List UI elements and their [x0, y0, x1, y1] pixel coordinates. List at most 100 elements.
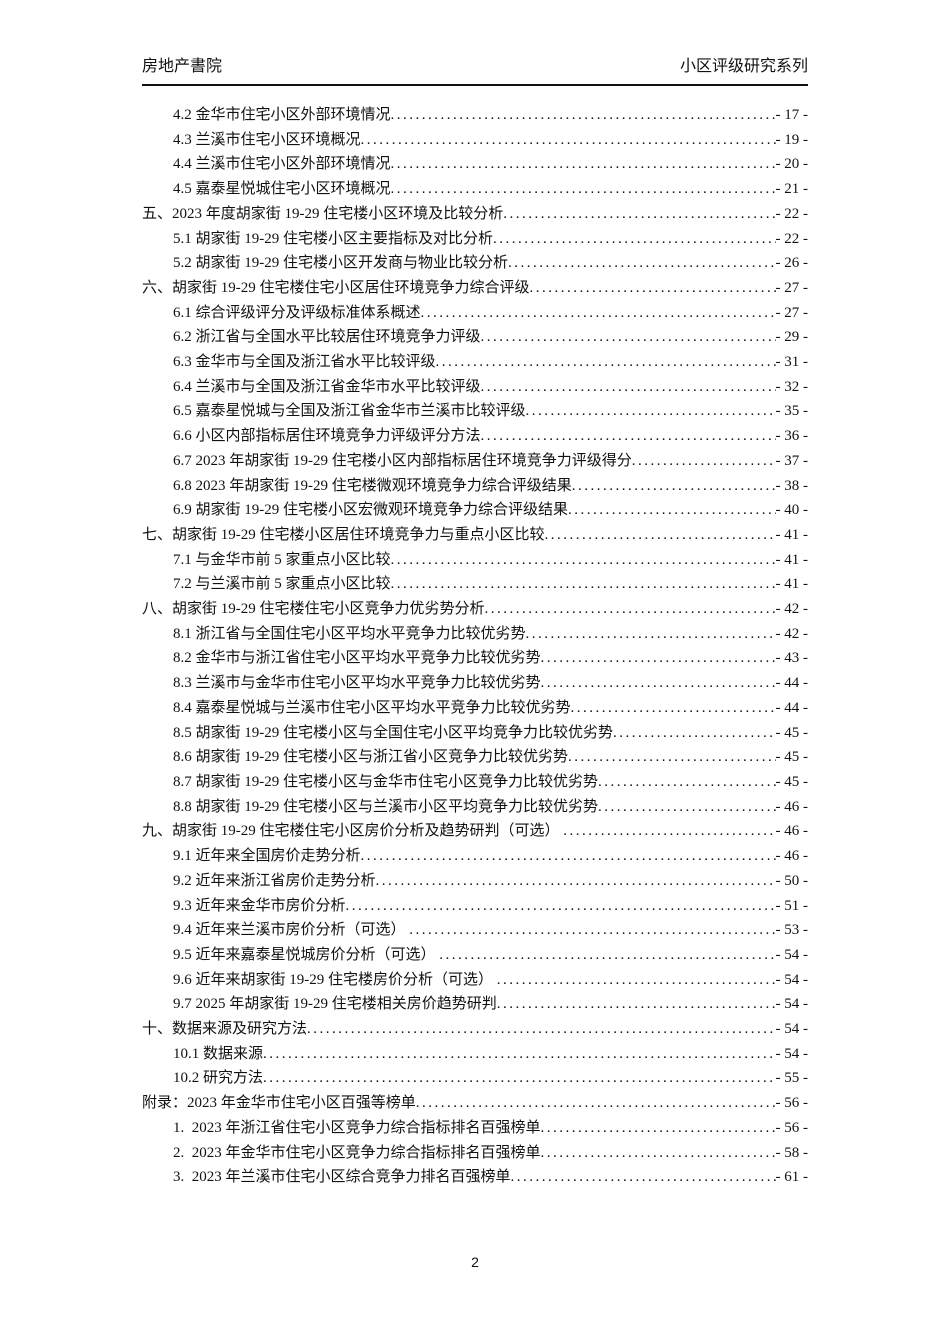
toc-entry-label: 5.1 胡家街 19-29 住宅楼小区主要指标及对比分析	[173, 230, 493, 247]
toc-entry[interactable]: 九、胡家街 19-29 住宅楼住宅小区房价分析及趋势研判（可选） - 46 -	[142, 819, 808, 844]
toc-entry-page: - 37 -	[775, 452, 809, 469]
toc-entry[interactable]: 6.7 2023 年胡家街 19-29 住宅楼小区内部指标居住环境竞争力评级得分…	[142, 449, 808, 474]
toc-entry-label: 4.2 金华市住宅小区外部环境情况	[173, 107, 391, 123]
toc-entry[interactable]: 5.1 胡家街 19-29 住宅楼小区主要指标及对比分析 - 22 -	[142, 227, 808, 252]
toc-entry[interactable]: 3. 2023 年兰溪市住宅小区综合竞争力排名百强榜单 - 61 -	[142, 1165, 808, 1190]
toc-entry[interactable]: 10.2 研究方法 - 55 -	[142, 1066, 808, 1091]
toc-dot-leader	[409, 918, 775, 943]
toc-entry[interactable]: 6.3 金华市与全国及浙江省水平比较评级 - 31 -	[142, 350, 808, 375]
toc-entry[interactable]: 6.4 兰溪市与全国及浙江省金华市水平比较评级 - 32 -	[142, 375, 808, 400]
toc-entry[interactable]: 9.2 近年来浙江省房价走势分析 - 50 -	[142, 869, 808, 894]
toc-dot-leader	[497, 968, 776, 993]
toc-entry-page: - 54 -	[775, 946, 809, 963]
toc-entry[interactable]: 十、数据来源及研究方法 - 54 -	[142, 1017, 808, 1042]
header-right-text: 小区评级研究系列	[679, 58, 808, 75]
toc-entry[interactable]: 8.6 胡家街 19-29 住宅楼小区与浙江省小区竞争力比较优劣势 - 45 -	[142, 745, 808, 770]
toc-entry[interactable]: 4.5 嘉泰星悦城住宅小区环境概况 - 21 -	[142, 177, 808, 202]
toc-entry-page: - 45 -	[775, 749, 809, 766]
toc-entry[interactable]: 2. 2023 年金华市住宅小区竞争力综合指标排名百强榜单 - 58 -	[142, 1141, 808, 1166]
toc-entry-label: 3. 2023 年兰溪市住宅小区综合竞争力排名百强榜单	[173, 1169, 511, 1186]
toc-entry-label: 9.7 2025 年胡家街 19-29 住宅楼相关房价趋势研判	[173, 996, 497, 1013]
toc-entry[interactable]: 5.2 胡家街 19-29 住宅楼小区开发商与物业比较分析 - 26 -	[142, 251, 808, 276]
toc-entry[interactable]: 八、胡家街 19-29 住宅楼住宅小区竞争力优劣势分析 - 42 -	[142, 597, 808, 622]
toc-entry-page: - 44 -	[775, 675, 809, 692]
toc-entry-page: - 42 -	[775, 601, 809, 618]
toc-entry[interactable]: 7.2 与兰溪市前 5 家重点小区比较 - 41 -	[142, 572, 808, 597]
toc-dot-leader	[376, 869, 776, 894]
toc-entry-label: 9.1 近年来全国房价走势分析	[173, 848, 361, 865]
toc-dot-leader	[541, 671, 776, 696]
toc-entry[interactable]: 6.6 小区内部指标居住环境竞争力评级评分方法 - 36 -	[142, 424, 808, 449]
toc-entry-page: - 56 -	[775, 1119, 809, 1136]
toc-entry[interactable]: 8.7 胡家街 19-29 住宅楼小区与金华市住宅小区竞争力比较优劣势 - 45…	[142, 770, 808, 795]
toc-entry[interactable]: 8.2 金华市与浙江省住宅小区平均水平竞争力比较优劣势 - 43 -	[142, 646, 808, 671]
toc-entry[interactable]: 9.3 近年来金华市房价分析 - 51 -	[142, 894, 808, 919]
toc-dot-leader	[545, 523, 776, 548]
toc-dot-leader	[511, 1165, 776, 1190]
toc-entry-page: - 58 -	[775, 1144, 809, 1161]
toc-dot-leader	[436, 350, 776, 375]
toc-entry-page: - 51 -	[775, 897, 809, 914]
toc-entry-label: 八、胡家街 19-29 住宅楼住宅小区竞争力优劣势分析	[142, 601, 485, 618]
toc-entry-label: 8.3 兰溪市与金华市住宅小区平均水平竞争力比较优劣势	[173, 675, 541, 692]
toc-entry-page: - 19 -	[775, 131, 809, 148]
toc-entry[interactable]: 六、胡家街 19-29 住宅楼住宅小区居住环境竞争力综合评级 - 27 -	[142, 276, 808, 301]
toc-entry[interactable]: 9.5 近年来嘉泰星悦城房价分析（可选） - 54 -	[142, 943, 808, 968]
toc-entry-label: 附录：2023 年金华市住宅小区百强等榜单	[142, 1095, 416, 1112]
toc-entry-label: 8.4 嘉泰星悦城与兰溪市住宅小区平均水平竞争力比较优劣势	[173, 699, 571, 716]
toc-entry[interactable]: 9.6 近年来胡家街 19-29 住宅楼房价分析（可选） - 54 -	[142, 968, 808, 993]
toc-dot-leader	[346, 894, 776, 919]
toc-entry-label: 七、胡家街 19-29 住宅楼小区居住环境竞争力与重点小区比较	[142, 526, 545, 543]
toc-entry[interactable]: 9.4 近年来兰溪市房价分析（可选） - 53 -	[142, 918, 808, 943]
toc-dot-leader	[571, 696, 776, 721]
toc-entry-page: - 36 -	[775, 428, 809, 445]
toc-entry[interactable]: 8.3 兰溪市与金华市住宅小区平均水平竞争力比较优劣势 - 44 -	[142, 671, 808, 696]
toc-dot-leader	[263, 1042, 775, 1067]
toc-dot-leader	[485, 597, 776, 622]
toc-dot-leader	[613, 721, 776, 746]
toc-entry[interactable]: 6.5 嘉泰星悦城与全国及浙江省金华市兰溪市比较评级 - 35 -	[142, 399, 808, 424]
toc-entry-label: 4.5 嘉泰星悦城住宅小区环境概况	[173, 181, 391, 198]
toc-entry[interactable]: 1. 2023 年浙江省住宅小区竞争力综合指标排名百强榜单 - 56 -	[142, 1116, 808, 1141]
toc-dot-leader	[361, 128, 776, 153]
toc-entry[interactable]: 8.1 浙江省与全国住宅小区平均水平竞争力比较优劣势 - 42 -	[142, 622, 808, 647]
toc-entry-label: 7.1 与金华市前 5 家重点小区比较	[173, 551, 391, 568]
toc-entry[interactable]: 七、胡家街 19-29 住宅楼小区居住环境竞争力与重点小区比较 - 41 -	[142, 523, 808, 548]
toc-dot-leader	[497, 992, 776, 1017]
toc-entry[interactable]: 五、2023 年度胡家街 19-29 住宅楼小区环境及比较分析 - 22 -	[142, 202, 808, 227]
toc-dot-leader	[598, 770, 776, 795]
toc-entry-label: 6.8 2023 年胡家街 19-29 住宅楼微观环境竞争力综合评级结果	[173, 477, 572, 494]
toc-entry[interactable]: 4.2 金华市住宅小区外部环境情况 - 17 -	[142, 103, 808, 128]
toc-entry-label: 8.1 浙江省与全国住宅小区平均水平竞争力比较优劣势	[173, 625, 526, 642]
toc-entry-label: 6.2 浙江省与全国水平比较居住环境竞争力评级	[173, 329, 481, 346]
toc-entry-label: 4.3 兰溪市住宅小区环境概况	[173, 131, 361, 148]
toc-entry[interactable]: 6.8 2023 年胡家街 19-29 住宅楼微观环境竞争力综合评级结果 - 3…	[142, 474, 808, 499]
toc-entry-page: - 54 -	[775, 1021, 809, 1038]
toc-entry[interactable]: 8.8 胡家街 19-29 住宅楼小区与兰溪市小区平均竞争力比较优劣势 - 46…	[142, 795, 808, 820]
toc-entry-page: - 41 -	[775, 551, 809, 568]
toc-dot-leader	[541, 1141, 776, 1166]
toc-entry[interactable]: 6.2 浙江省与全国水平比较居住环境竞争力评级 - 29 -	[142, 325, 808, 350]
toc-entry[interactable]: 附录：2023 年金华市住宅小区百强等榜单 - 56 -	[142, 1091, 808, 1116]
toc-entry[interactable]: 4.3 兰溪市住宅小区环境概况 - 19 -	[142, 128, 808, 153]
toc-entry[interactable]: 4.4 兰溪市住宅小区外部环境情况 - 20 -	[142, 152, 808, 177]
toc-entry-page: - 40 -	[775, 502, 809, 519]
toc-entry[interactable]: 6.9 胡家街 19-29 住宅楼小区宏微观环境竞争力综合评级结果 - 40 -	[142, 498, 808, 523]
toc-dot-leader	[632, 449, 776, 474]
toc-dot-leader	[508, 251, 776, 276]
toc-entry[interactable]: 9.7 2025 年胡家街 19-29 住宅楼相关房价趋势研判 - 54 -	[142, 992, 808, 1017]
toc-entry-page: - 45 -	[775, 773, 809, 790]
toc-entry-page: - 56 -	[775, 1095, 809, 1112]
toc-entry-page: - 43 -	[775, 650, 809, 667]
toc-entry-label: 6.6 小区内部指标居住环境竞争力评级评分方法	[173, 428, 481, 445]
toc-entry[interactable]: 7.1 与金华市前 5 家重点小区比较 - 41 -	[142, 548, 808, 573]
toc-entry[interactable]: 6.1 综合评级评分及评级标准体系概述 - 27 -	[142, 301, 808, 326]
toc-entry-label: 9.5 近年来嘉泰星悦城房价分析（可选）	[173, 946, 440, 963]
toc-entry[interactable]: 10.1 数据来源 - 54 -	[142, 1042, 808, 1067]
toc-entry-page: - 46 -	[775, 823, 809, 840]
toc-entry[interactable]: 8.4 嘉泰星悦城与兰溪市住宅小区平均水平竞争力比较优劣势 - 44 -	[142, 696, 808, 721]
toc-entry[interactable]: 9.1 近年来全国房价走势分析 - 46 -	[142, 844, 808, 869]
toc-entry-page: - 17 -	[775, 107, 809, 123]
toc-dot-leader	[361, 844, 776, 869]
toc-entry[interactable]: 8.5 胡家街 19-29 住宅楼小区与全国住宅小区平均竞争力比较优劣势 - 4…	[142, 721, 808, 746]
